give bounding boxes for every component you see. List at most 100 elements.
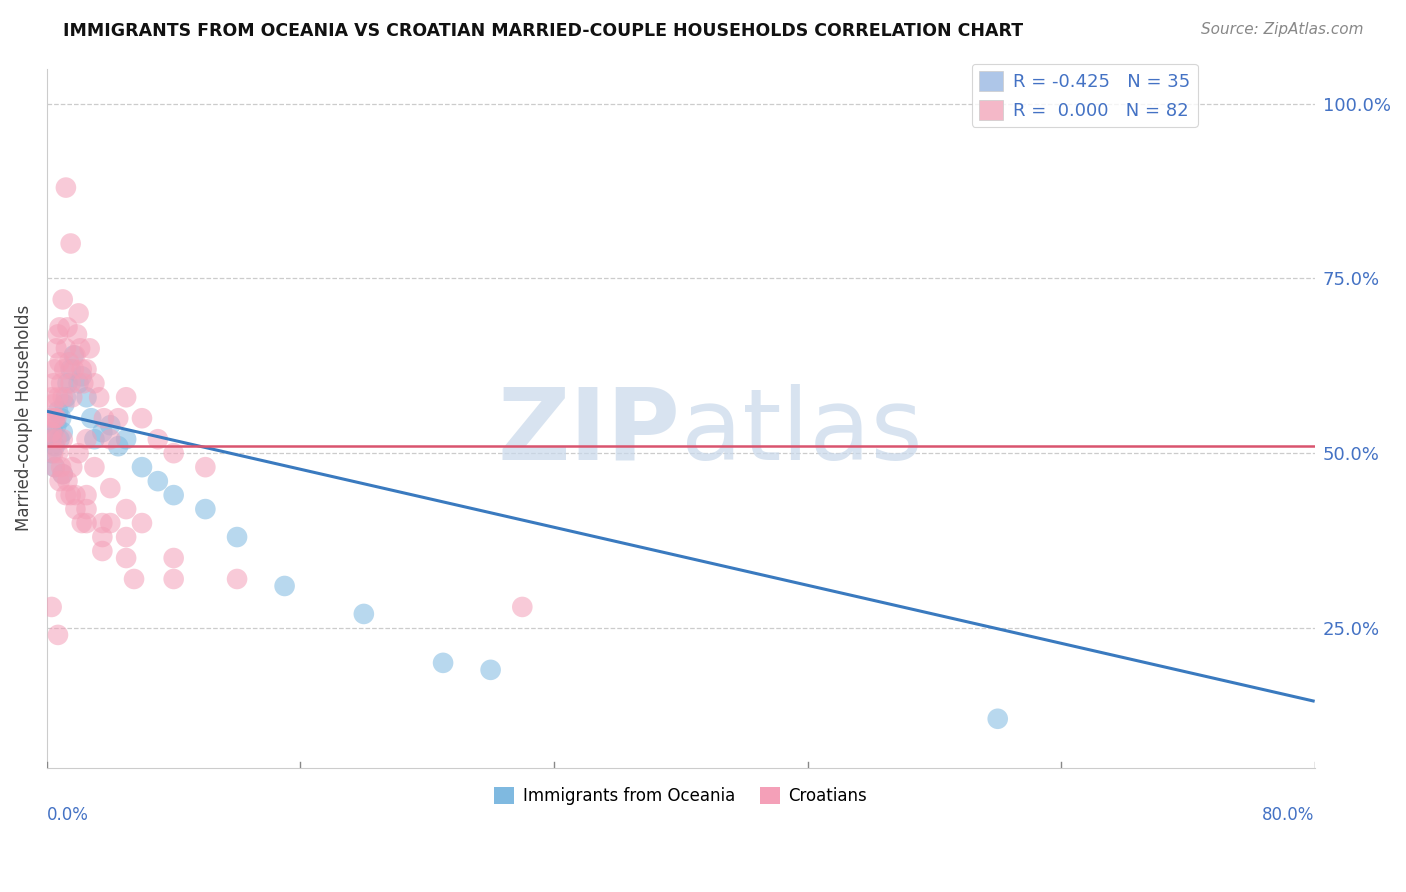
Point xyxy=(115,502,138,516)
Point xyxy=(479,663,502,677)
Point xyxy=(65,348,87,362)
Point xyxy=(49,411,72,425)
Point xyxy=(56,320,79,334)
Point xyxy=(98,516,121,530)
Point xyxy=(42,397,65,411)
Point xyxy=(69,342,91,356)
Point xyxy=(42,425,65,440)
Point xyxy=(146,474,169,488)
Legend: R = -0.425   N = 35, R =  0.000   N = 82: R = -0.425 N = 35, R = 0.000 N = 82 xyxy=(972,64,1198,127)
Point xyxy=(65,488,87,502)
Y-axis label: Married-couple Households: Married-couple Households xyxy=(15,305,32,532)
Point xyxy=(163,572,186,586)
Point xyxy=(91,530,114,544)
Point xyxy=(52,432,75,446)
Point xyxy=(987,712,1010,726)
Point xyxy=(273,579,295,593)
Point xyxy=(48,320,70,334)
Point xyxy=(83,432,105,446)
Point xyxy=(98,432,121,446)
Point xyxy=(45,432,67,446)
Point xyxy=(115,432,138,446)
Point xyxy=(41,432,63,446)
Point xyxy=(48,432,70,446)
Point xyxy=(60,390,83,404)
Point xyxy=(44,411,66,425)
Point xyxy=(70,362,93,376)
Point xyxy=(107,439,129,453)
Point xyxy=(41,599,63,614)
Point xyxy=(59,236,82,251)
Point xyxy=(83,460,105,475)
Point xyxy=(41,390,63,404)
Point xyxy=(41,446,63,460)
Point xyxy=(70,369,93,384)
Point xyxy=(98,481,121,495)
Point xyxy=(146,432,169,446)
Point xyxy=(510,599,533,614)
Point xyxy=(44,460,66,475)
Point xyxy=(46,628,69,642)
Point xyxy=(76,362,98,376)
Point xyxy=(55,488,77,502)
Point xyxy=(131,516,153,530)
Point xyxy=(45,418,67,433)
Point xyxy=(76,390,98,404)
Point xyxy=(45,411,67,425)
Point xyxy=(52,293,75,307)
Point xyxy=(42,446,65,460)
Point xyxy=(91,425,114,440)
Point xyxy=(70,516,93,530)
Point xyxy=(76,502,98,516)
Point xyxy=(55,180,77,194)
Text: 0.0%: 0.0% xyxy=(46,806,89,824)
Text: 80.0%: 80.0% xyxy=(1263,806,1315,824)
Point xyxy=(58,355,80,369)
Point xyxy=(107,411,129,425)
Point xyxy=(39,432,62,446)
Point xyxy=(46,327,69,342)
Point xyxy=(55,390,77,404)
Point xyxy=(59,362,82,376)
Text: IMMIGRANTS FROM OCEANIA VS CROATIAN MARRIED-COUPLE HOUSEHOLDS CORRELATION CHART: IMMIGRANTS FROM OCEANIA VS CROATIAN MARR… xyxy=(63,22,1024,40)
Point xyxy=(46,390,69,404)
Point xyxy=(115,551,138,566)
Point xyxy=(72,376,94,391)
Point xyxy=(44,362,66,376)
Point xyxy=(91,516,114,530)
Point xyxy=(91,544,114,558)
Point xyxy=(163,446,186,460)
Point xyxy=(53,362,76,376)
Point xyxy=(55,342,77,356)
Point xyxy=(39,411,62,425)
Point xyxy=(63,348,86,362)
Point xyxy=(59,488,82,502)
Point xyxy=(48,355,70,369)
Point xyxy=(226,530,249,544)
Point xyxy=(52,425,75,440)
Point xyxy=(93,411,115,425)
Point xyxy=(42,376,65,391)
Point xyxy=(194,460,217,475)
Point xyxy=(66,327,89,342)
Point xyxy=(67,376,90,391)
Point xyxy=(76,516,98,530)
Point xyxy=(48,474,70,488)
Point xyxy=(49,376,72,391)
Point xyxy=(115,530,138,544)
Point xyxy=(226,572,249,586)
Point xyxy=(353,607,375,621)
Point xyxy=(89,390,111,404)
Point xyxy=(44,460,66,475)
Point xyxy=(44,411,66,425)
Point xyxy=(63,362,86,376)
Point xyxy=(56,474,79,488)
Point xyxy=(53,397,76,411)
Point xyxy=(60,460,83,475)
Point xyxy=(163,551,186,566)
Point xyxy=(49,460,72,475)
Point xyxy=(59,376,82,391)
Point xyxy=(56,376,79,391)
Text: Source: ZipAtlas.com: Source: ZipAtlas.com xyxy=(1201,22,1364,37)
Point xyxy=(67,446,90,460)
